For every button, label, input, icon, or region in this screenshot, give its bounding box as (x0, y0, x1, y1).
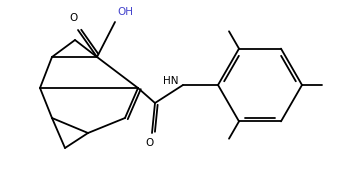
Text: O: O (145, 138, 153, 148)
Text: O: O (70, 13, 78, 23)
Text: HN: HN (163, 76, 179, 86)
Text: OH: OH (117, 7, 133, 17)
